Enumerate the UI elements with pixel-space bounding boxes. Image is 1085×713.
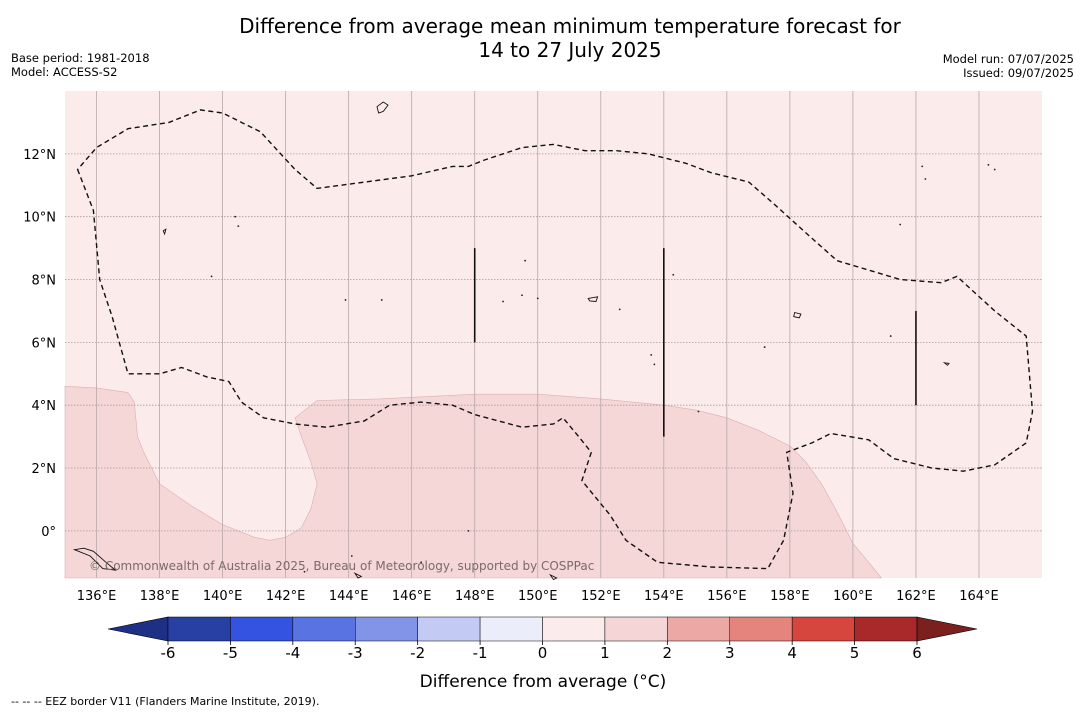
meta-right: Model run: 07/07/2025 Issued: 09/07/2025 [943,52,1074,80]
colorbar-tick-label-11: 5 [850,644,860,662]
lat-tick-label-6: 6°N [32,336,57,351]
lon-tick-label-144: 144°E [329,589,369,604]
colorbar-tick-label-6: 0 [538,644,548,662]
colorbar-tick-label-2: -4 [285,644,300,662]
map-layer: © Commonwealth of Australia 2025, Bureau… [23,91,1042,604]
island-dot-3 [344,299,347,301]
eez-footnote: -- -- -- EEZ border V11 (Flanders Marine… [11,695,320,708]
colorbar-tick-label-1: -5 [223,644,238,662]
colorbar-segment-1 [230,616,294,642]
island-dot-14 [697,410,700,413]
copyright-text: © Commonwealth of Australia 2025, Bureau… [89,559,594,573]
lat-tick-label-12: 12°N [23,148,56,163]
island-1 [162,228,167,236]
island-7 [548,573,558,581]
lon-tick-label-138: 138°E [140,589,180,604]
island-2 [587,296,599,302]
colorbar-segment-5 [479,616,543,642]
island-dot-22 [467,529,470,532]
island-4 [942,362,950,366]
island-dot-0 [234,215,237,218]
colorbar-segment-6 [542,616,606,642]
lat-tick-label-0: 0° [41,525,56,540]
lon-tick-label-162: 162°E [896,589,936,604]
colorbar-tick-label-8: 2 [663,644,673,662]
lon-tick-label-158: 158°E [770,589,810,604]
island-dot-10 [672,273,675,276]
island-dot-6 [521,294,523,297]
eez-border-0 [76,109,1034,570]
lat-tick-label-4: 4°N [32,399,57,414]
island-5 [72,547,117,571]
island-dot-2 [210,275,213,278]
lon-tick-label-146: 146°E [392,589,432,604]
colorbar-tick-label-10: 4 [787,644,797,662]
title-line-2: 14 to 27 July 2025 [478,38,662,62]
island-dot-23 [420,561,423,564]
base-period-text: Base period: 1981-2018 [11,51,150,65]
lon-tick-label-140: 140°E [203,589,243,604]
island-dot-20 [993,168,996,171]
island-3 [793,311,802,319]
title-line-1: Difference from average mean minimum tem… [239,14,901,38]
lon-tick-label-160: 160°E [833,589,873,604]
lon-tick-label-152: 152°E [581,589,621,604]
island-dot-17 [921,165,924,168]
lon-tick-label-148: 148°E [455,589,495,604]
island-dot-13 [763,346,766,348]
lon-tick-label-150: 150°E [518,589,558,604]
issued-text: Issued: 09/07/2025 [963,66,1074,80]
island-dot-21 [303,570,306,573]
colorbar-extend-high [916,616,978,642]
colorbar-tick-label-9: 3 [725,644,735,662]
island-dot-11 [650,354,653,356]
colorbar-segment-2 [292,616,356,642]
island-0 [376,101,389,114]
lat-tick-label-2: 2°N [32,462,57,477]
island-dot-15 [889,335,892,337]
colorbar-segment-11 [854,616,918,642]
colorbar-segment-3 [355,616,418,642]
colorbar-tick-label-7: 1 [600,644,610,662]
island-dot-7 [536,297,539,300]
island-dot-16 [899,223,902,226]
colorbar-segment-7 [604,616,668,642]
colorbar-extend-low [107,616,169,642]
colorbar-segment-0 [167,616,231,642]
model-text: Model: ACCESS-S2 [11,65,118,79]
colorbar: -6 -5 -4 -3 -2 -1 0 1 2 3 4 5 6 Difference from avera… [107,616,978,692]
island-dot-24 [350,555,353,557]
island-dot-9 [618,308,621,311]
lon-tick-label-164: 164°E [959,589,999,604]
island-dot-19 [987,163,990,166]
colorbar-segment-9 [729,616,793,642]
island-dot-8 [524,259,527,262]
lat-tick-label-10: 10°N [23,211,56,226]
lat-tick-label-8: 8°N [32,274,57,289]
lon-tick-label-156: 156°E [707,589,747,604]
colorbar-tick-label-3: -3 [348,644,363,662]
island-dot-4 [380,299,383,301]
island-dot-5 [502,300,504,303]
colorbar-tick-label-12: 6 [912,644,922,662]
island-6 [353,572,363,579]
island-dot-12 [653,363,656,366]
colorbar-segment-8 [667,616,730,642]
lon-tick-label-136: 136°E [77,589,117,604]
colorbar-tick-label-5: -1 [473,644,488,662]
colorbar-tick-label-0: -6 [161,644,176,662]
colorbar-segment-4 [417,616,481,642]
lon-tick-label-154: 154°E [644,589,684,604]
colorbar-tick-label-4: -2 [410,644,425,662]
colorbar-label: Difference from average (°C) [420,672,667,692]
model-run-text: Model run: 07/07/2025 [942,52,1074,66]
chart-title: Difference from average mean minimum tem… [0,14,1085,62]
meta-left: Base period: 1981-2018 Model: ACCESS-S2 [11,51,150,79]
colorbar-segment-10 [791,616,855,642]
island-dot-18 [924,178,927,180]
lon-tick-label-142: 142°E [266,589,306,604]
island-dot-1 [237,225,240,228]
